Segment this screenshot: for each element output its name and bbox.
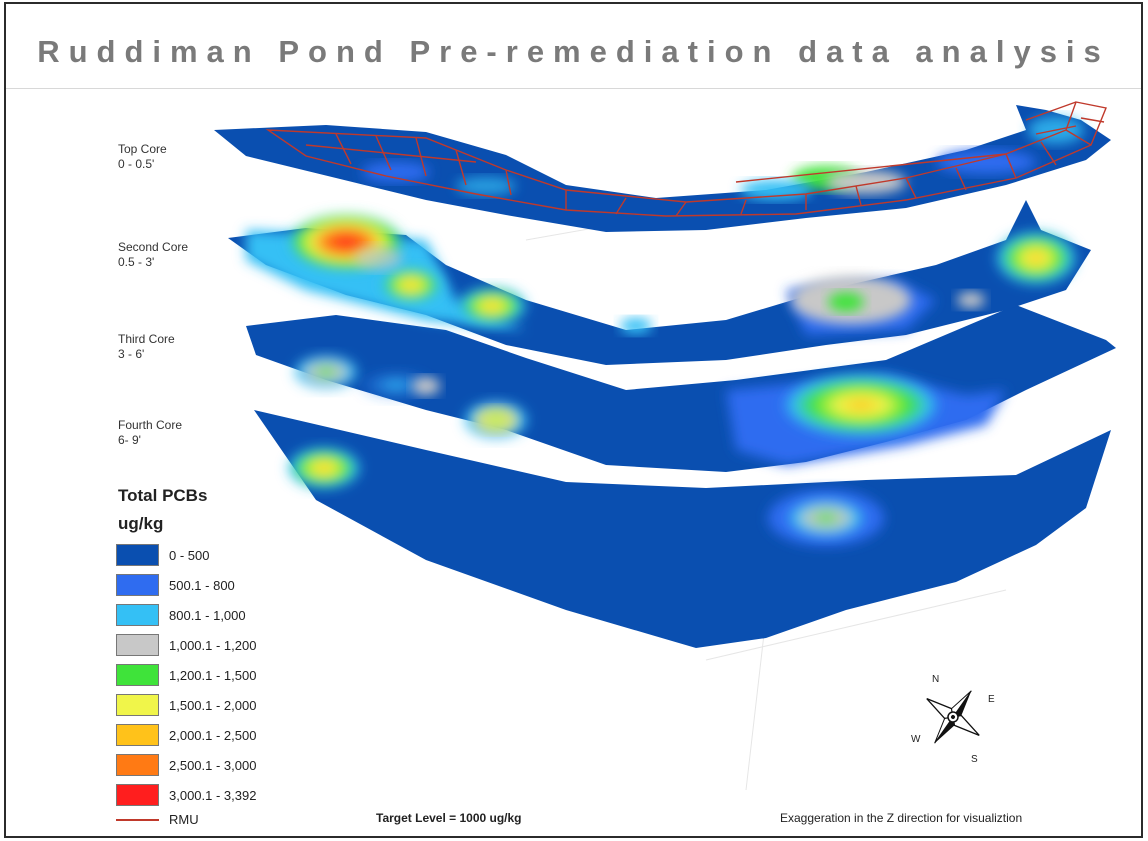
core-name: Top Core	[118, 142, 167, 156]
core-depth: 6- 9'	[118, 433, 141, 447]
compass-rose-icon: N E S W	[911, 674, 995, 765]
legend-swatch	[116, 574, 159, 596]
core-label-third: Third Core 3 - 6'	[118, 332, 175, 362]
legend-label: 800.1 - 1,000	[169, 607, 246, 623]
legend-label: 3,000.1 - 3,392	[169, 787, 257, 803]
legend-units: ug/kg	[118, 514, 164, 533]
legend-item-rmu: RMU	[116, 812, 199, 827]
top-core-layer	[214, 101, 1111, 232]
title-bar: Ruddiman Pond Pre-remediation data analy…	[6, 4, 1141, 88]
legend-swatch	[116, 664, 159, 686]
rmu-line-symbol	[116, 818, 159, 821]
second-core-layer	[228, 200, 1091, 365]
legend-item: 2,500.1 - 3,000	[116, 754, 256, 776]
pcb-core-layers-map	[214, 101, 1116, 791]
core-name: Fourth Core	[118, 418, 183, 432]
legend-swatch	[116, 784, 159, 806]
third-core-layer	[246, 305, 1116, 472]
legend-item: 1,500.1 - 2,000	[116, 694, 256, 716]
legend-label: 500.1 - 800	[169, 577, 235, 593]
legend-item: 2,000.1 - 2,500	[116, 724, 256, 746]
legend-swatch	[116, 754, 159, 776]
rmu-boundaries	[265, 101, 1107, 217]
compass-s: S	[971, 754, 978, 765]
legend-swatch	[116, 544, 159, 566]
core-depth: 0.5 - 3'	[118, 255, 155, 269]
page-title: Ruddiman Pond Pre-remediation data analy…	[37, 34, 1110, 69]
core-depth: 0 - 0.5'	[118, 157, 155, 171]
core-name: Third Core	[118, 332, 175, 346]
legend-label: 1,500.1 - 2,000	[169, 697, 257, 713]
compass-e: E	[988, 694, 995, 705]
legend-item: 3,000.1 - 3,392	[116, 784, 256, 806]
legend-swatch	[116, 694, 159, 716]
legend-item: 1,200.1 - 1,500	[116, 664, 256, 686]
legend-label: RMU	[169, 812, 199, 827]
legend-label: 0 - 500	[169, 547, 210, 563]
legend-swatch	[116, 604, 159, 626]
core-label-fourth: Fourth Core 6- 9'	[118, 418, 182, 448]
legend-item: 800.1 - 1,000	[116, 604, 246, 626]
compass-w: W	[911, 734, 921, 745]
legend-swatch	[116, 724, 159, 746]
target-level-note: Target Level = 1000 ug/kg	[376, 811, 522, 825]
core-label-top: Top Core 0 - 0.5'	[118, 142, 167, 172]
map-area: Top Core 0 - 0.5' Second Core 0.5 - 3' T…	[6, 90, 1141, 836]
core-depth: 3 - 6'	[118, 347, 145, 361]
core-name: Second Core	[118, 240, 189, 254]
exaggeration-note: Exaggeration in the Z direction for visu…	[780, 811, 1023, 825]
legend-item: 0 - 500	[116, 544, 209, 566]
compass-n: N	[932, 674, 939, 685]
core-label-second: Second Core 0.5 - 3'	[118, 240, 188, 270]
legend-label: 2,500.1 - 3,000	[169, 757, 257, 773]
legend-label: 2,000.1 - 2,500	[169, 727, 257, 743]
legend-item: 500.1 - 800	[116, 574, 235, 596]
legend-label: 1,000.1 - 1,200	[169, 637, 257, 653]
title-divider	[6, 88, 1141, 89]
fourth-core-layer	[254, 410, 1111, 648]
legend-label: 1,200.1 - 1,500	[169, 667, 257, 683]
legend-item: 1,000.1 - 1,200	[116, 634, 256, 656]
legend-swatch	[116, 634, 159, 656]
legend-title: Total PCBs	[118, 486, 208, 505]
